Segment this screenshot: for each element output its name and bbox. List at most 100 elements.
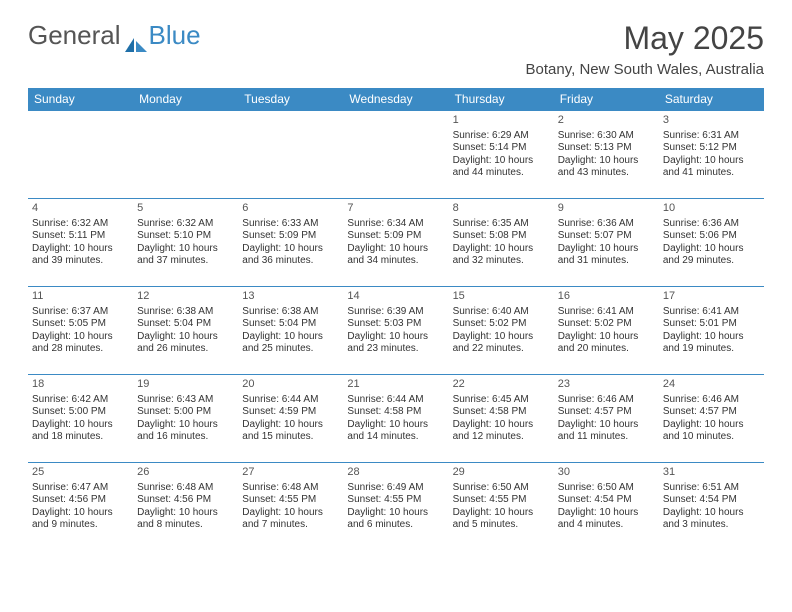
day-detail: Sunrise: 6:37 AMSunset: 5:05 PMDaylight:… bbox=[32, 306, 129, 356]
day-number: 19 bbox=[137, 378, 234, 392]
day-detail: Sunrise: 6:36 AMSunset: 5:06 PMDaylight:… bbox=[663, 218, 760, 268]
day-number: 25 bbox=[32, 466, 129, 480]
day-detail: Sunrise: 6:38 AMSunset: 5:04 PMDaylight:… bbox=[137, 306, 234, 356]
day-detail: Sunrise: 6:44 AMSunset: 4:59 PMDaylight:… bbox=[242, 394, 339, 444]
calendar-day-cell: 19 Sunrise: 6:43 AMSunset: 5:00 PMDayligh… bbox=[133, 375, 238, 463]
weekday-header: Monday bbox=[133, 88, 238, 111]
day-number: 15 bbox=[453, 290, 550, 304]
calendar-day-cell: 7 Sunrise: 6:34 AMSunset: 5:09 PMDaylight… bbox=[343, 199, 448, 287]
day-number: 5 bbox=[137, 202, 234, 216]
day-detail: Sunrise: 6:48 AMSunset: 4:56 PMDaylight:… bbox=[137, 482, 234, 532]
calendar-day-cell: 29Sunrise: 6:50 AMSunset: 4:55 PMDayligh… bbox=[449, 463, 554, 551]
calendar-empty-cell bbox=[238, 111, 343, 199]
day-number: 28 bbox=[347, 466, 444, 480]
day-number: 1 bbox=[453, 114, 550, 128]
day-detail: Sunrise: 6:50 AMSunset: 4:54 PMDaylight:… bbox=[558, 482, 655, 532]
weekday-header: Wednesday bbox=[343, 88, 448, 111]
day-detail: Sunrise: 6:35 AMSunset: 5:08 PMDaylight:… bbox=[453, 218, 550, 268]
day-number: 8 bbox=[453, 202, 550, 216]
day-number: 3 bbox=[663, 114, 760, 128]
calendar-day-cell: 12 Sunrise: 6:38 AMSunset: 5:04 PMDayligh… bbox=[133, 287, 238, 375]
day-number: 18 bbox=[32, 378, 129, 392]
day-detail: Sunrise: 6:29 AMSunset: 5:14 PMDaylight:… bbox=[453, 130, 550, 180]
day-detail: Sunrise: 6:44 AMSunset: 4:58 PMDaylight:… bbox=[347, 394, 444, 444]
day-number: 11 bbox=[32, 290, 129, 304]
calendar-day-cell: 31 Sunrise: 6:51 AMSunset: 4:54 PMDayligh… bbox=[659, 463, 764, 551]
day-detail: Sunrise: 6:51 AMSunset: 4:54 PMDaylight:… bbox=[663, 482, 760, 532]
day-detail: Sunrise: 6:42 AMSunset: 5:00 PMDaylight:… bbox=[32, 394, 129, 444]
day-number: 7 bbox=[347, 202, 444, 216]
day-number: 16 bbox=[558, 290, 655, 304]
calendar-empty-cell bbox=[343, 111, 448, 199]
calendar-day-cell: 27 Sunrise: 6:48 AMSunset: 4:55 PMDayligh… bbox=[238, 463, 343, 551]
day-number: 12 bbox=[137, 290, 234, 304]
calendar-day-cell: 15 Sunrise: 6:40 AMSunset: 5:02 PMDayligh… bbox=[449, 287, 554, 375]
calendar-day-cell: 6 Sunrise: 6:33 AMSunset: 5:09 PMDaylight… bbox=[238, 199, 343, 287]
weekday-header: Saturday bbox=[659, 88, 764, 111]
logo-word1: General bbox=[28, 20, 121, 51]
calendar-table: SundayMondayTuesdayWednesdayThursdayFrid… bbox=[28, 88, 764, 550]
calendar-day-cell: 21 Sunrise: 6:44 AMSunset: 4:58 PMDayligh… bbox=[343, 375, 448, 463]
calendar-day-cell: 28 Sunrise: 6:49 AMSunset: 4:55 PMDayligh… bbox=[343, 463, 448, 551]
day-number: 10 bbox=[663, 202, 760, 216]
day-number: 17 bbox=[663, 290, 760, 304]
day-detail: Sunrise: 6:31 AMSunset: 5:12 PMDaylight:… bbox=[663, 130, 760, 180]
calendar-day-cell: 30 Sunrise: 6:50 AMSunset: 4:54 PMDayligh… bbox=[554, 463, 659, 551]
calendar-day-cell: 1 Sunrise: 6:29 AMSunset: 5:14 PMDaylight… bbox=[449, 111, 554, 199]
day-number: 14 bbox=[347, 290, 444, 304]
calendar-day-cell: 24Sunrise: 6:46 AMSunset: 4:57 PMDayligh… bbox=[659, 375, 764, 463]
day-detail: Sunrise: 6:34 AMSunset: 5:09 PMDaylight:… bbox=[347, 218, 444, 268]
location-subtitle: Botany, New South Wales, Australia bbox=[526, 61, 764, 78]
day-detail: Sunrise: 6:49 AMSunset: 4:55 PMDaylight:… bbox=[347, 482, 444, 532]
day-number: 21 bbox=[347, 378, 444, 392]
day-detail: Sunrise: 6:43 AMSunset: 5:00 PMDaylight:… bbox=[137, 394, 234, 444]
calendar-empty-cell bbox=[133, 111, 238, 199]
day-number: 4 bbox=[32, 202, 129, 216]
day-number: 30 bbox=[558, 466, 655, 480]
calendar-day-cell: 9Sunrise: 6:36 AMSunset: 5:07 PMDaylight… bbox=[554, 199, 659, 287]
weekday-header: Thursday bbox=[449, 88, 554, 111]
logo-sails-icon bbox=[125, 28, 147, 44]
day-detail: Sunrise: 6:41 AMSunset: 5:02 PMDaylight:… bbox=[558, 306, 655, 356]
calendar-day-cell: 10 Sunrise: 6:36 AMSunset: 5:06 PMDayligh… bbox=[659, 199, 764, 287]
calendar-day-cell: 20 Sunrise: 6:44 AMSunset: 4:59 PMDayligh… bbox=[238, 375, 343, 463]
calendar-day-cell: 26 Sunrise: 6:48 AMSunset: 4:56 PMDayligh… bbox=[133, 463, 238, 551]
calendar-day-cell: 5 Sunrise: 6:32 AMSunset: 5:10 PMDaylight… bbox=[133, 199, 238, 287]
weekday-header: Friday bbox=[554, 88, 659, 111]
day-detail: Sunrise: 6:46 AMSunset: 4:57 PMDaylight:… bbox=[558, 394, 655, 444]
calendar-day-cell: 14 Sunrise: 6:39 AMSunset: 5:03 PMDayligh… bbox=[343, 287, 448, 375]
day-detail: Sunrise: 6:40 AMSunset: 5:02 PMDaylight:… bbox=[453, 306, 550, 356]
page-title: May 2025 bbox=[526, 20, 764, 57]
day-number: 23 bbox=[558, 378, 655, 392]
day-number: 31 bbox=[663, 466, 760, 480]
day-detail: Sunrise: 6:33 AMSunset: 5:09 PMDaylight:… bbox=[242, 218, 339, 268]
day-detail: Sunrise: 6:48 AMSunset: 4:55 PMDaylight:… bbox=[242, 482, 339, 532]
weekday-header: Tuesday bbox=[238, 88, 343, 111]
calendar-day-cell: 17 Sunrise: 6:41 AMSunset: 5:01 PMDayligh… bbox=[659, 287, 764, 375]
logo-word2: Blue bbox=[149, 20, 201, 51]
calendar-day-cell: 18 Sunrise: 6:42 AMSunset: 5:00 PMDayligh… bbox=[28, 375, 133, 463]
brand-logo: General Blue bbox=[28, 20, 201, 51]
day-detail: Sunrise: 6:32 AMSunset: 5:11 PMDaylight:… bbox=[32, 218, 129, 268]
day-number: 2 bbox=[558, 114, 655, 128]
day-detail: Sunrise: 6:30 AMSunset: 5:13 PMDaylight:… bbox=[558, 130, 655, 180]
day-number: 9 bbox=[558, 202, 655, 216]
calendar-day-cell: 2 Sunrise: 6:30 AMSunset: 5:13 PMDaylight… bbox=[554, 111, 659, 199]
calendar-day-cell: 25Sunrise: 6:47 AMSunset: 4:56 PMDayligh… bbox=[28, 463, 133, 551]
calendar-day-cell: 4 Sunrise: 6:32 AMSunset: 5:11 PMDaylight… bbox=[28, 199, 133, 287]
day-number: 13 bbox=[242, 290, 339, 304]
day-detail: Sunrise: 6:32 AMSunset: 5:10 PMDaylight:… bbox=[137, 218, 234, 268]
weekday-header: Sunday bbox=[28, 88, 133, 111]
day-detail: Sunrise: 6:39 AMSunset: 5:03 PMDaylight:… bbox=[347, 306, 444, 356]
calendar-day-cell: 8 Sunrise: 6:35 AMSunset: 5:08 PMDaylight… bbox=[449, 199, 554, 287]
day-detail: Sunrise: 6:41 AMSunset: 5:01 PMDaylight:… bbox=[663, 306, 760, 356]
day-detail: Sunrise: 6:38 AMSunset: 5:04 PMDaylight:… bbox=[242, 306, 339, 356]
day-number: 6 bbox=[242, 202, 339, 216]
calendar-empty-cell bbox=[28, 111, 133, 199]
day-number: 29 bbox=[453, 466, 550, 480]
day-number: 26 bbox=[137, 466, 234, 480]
day-number: 20 bbox=[242, 378, 339, 392]
day-number: 24 bbox=[663, 378, 760, 392]
day-number: 27 bbox=[242, 466, 339, 480]
day-number: 22 bbox=[453, 378, 550, 392]
